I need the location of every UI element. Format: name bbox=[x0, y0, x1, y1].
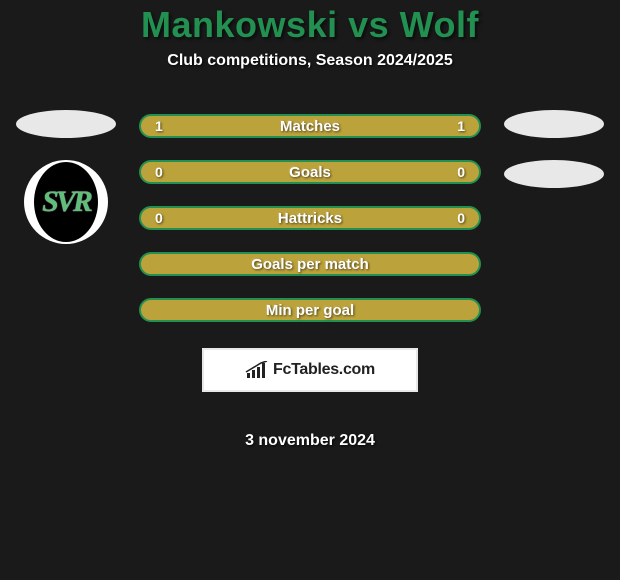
stat-row-hattricks: 0 Hattricks 0 bbox=[139, 206, 481, 230]
club-badge-placeholder-right bbox=[504, 160, 604, 188]
comparison-card: Mankowski vs Wolf Club competitions, Sea… bbox=[0, 0, 620, 450]
club-badge-left: SVR bbox=[24, 160, 108, 244]
stat-left-value: 1 bbox=[155, 118, 163, 134]
stat-label: Goals bbox=[289, 164, 331, 181]
stat-row-goals: 0 Goals 0 bbox=[139, 160, 481, 184]
stat-right-value: 0 bbox=[457, 210, 465, 226]
date-text: 3 november 2024 bbox=[139, 432, 481, 450]
main-grid: SVR 1 Matches 1 0 Goals 0 0 Hattricks 0 … bbox=[0, 110, 620, 450]
page-title: Mankowski vs Wolf bbox=[0, 4, 620, 46]
stats-column: 1 Matches 1 0 Goals 0 0 Hattricks 0 Goal… bbox=[139, 110, 481, 450]
watermark: FcTables.com bbox=[202, 348, 418, 392]
stat-row-goals-per-match: Goals per match bbox=[139, 252, 481, 276]
stat-row-matches: 1 Matches 1 bbox=[139, 114, 481, 138]
stat-left-value: 0 bbox=[155, 210, 163, 226]
stat-left-value: 0 bbox=[155, 164, 163, 180]
right-column bbox=[499, 110, 609, 188]
stat-label: Hattricks bbox=[278, 210, 342, 227]
stat-label: Goals per match bbox=[251, 256, 369, 273]
player-photo-placeholder-left bbox=[16, 110, 116, 138]
chart-icon bbox=[245, 361, 269, 379]
club-badge-left-logo: SVR bbox=[34, 162, 98, 242]
stat-right-value: 0 bbox=[457, 164, 465, 180]
watermark-text: FcTables.com bbox=[273, 361, 375, 379]
player-photo-placeholder-right bbox=[504, 110, 604, 138]
stat-label: Min per goal bbox=[266, 302, 354, 319]
stat-label: Matches bbox=[280, 118, 340, 135]
left-column: SVR bbox=[11, 110, 121, 244]
stat-right-value: 1 bbox=[457, 118, 465, 134]
page-subtitle: Club competitions, Season 2024/2025 bbox=[0, 52, 620, 70]
stat-row-min-per-goal: Min per goal bbox=[139, 298, 481, 322]
